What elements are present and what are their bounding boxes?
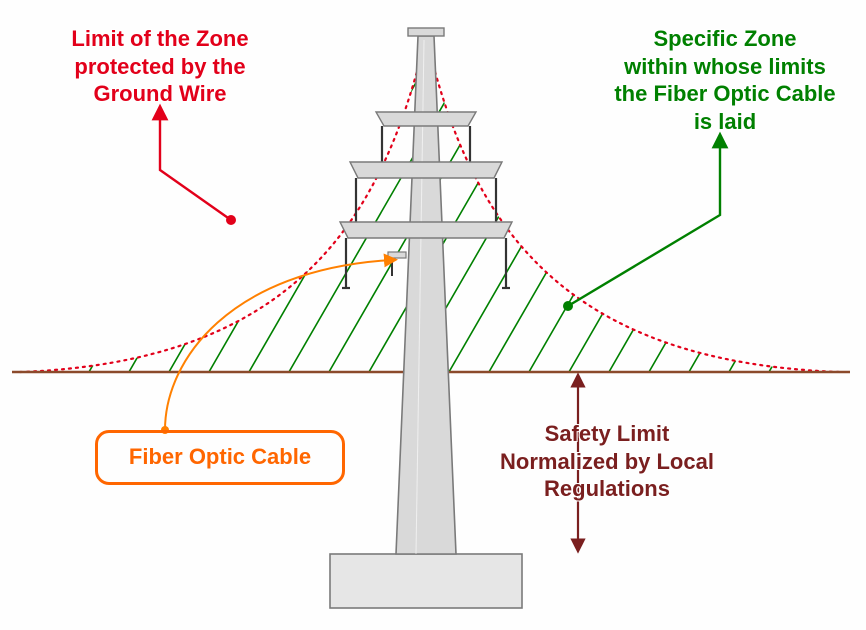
ground-wire-zone-dot xyxy=(226,215,236,225)
ground-wire-zone-leader xyxy=(160,112,231,220)
ground-wire-zone-label: Limit of the Zone protected by the Groun… xyxy=(40,25,280,108)
specific-zone-label: Specific Zone within whose limits the Fi… xyxy=(600,25,850,135)
specific-zone-leader xyxy=(568,140,720,306)
safety-limit-label: Safety Limit Normalized by Local Regulat… xyxy=(472,420,742,503)
specific-zone-dot xyxy=(563,301,573,311)
fiber-cable-callout: Fiber Optic Cable xyxy=(95,430,345,485)
fiber-cable-leader xyxy=(165,260,391,430)
transmission-tower xyxy=(330,28,522,608)
fiber-cable-label: Fiber Optic Cable xyxy=(129,444,311,469)
